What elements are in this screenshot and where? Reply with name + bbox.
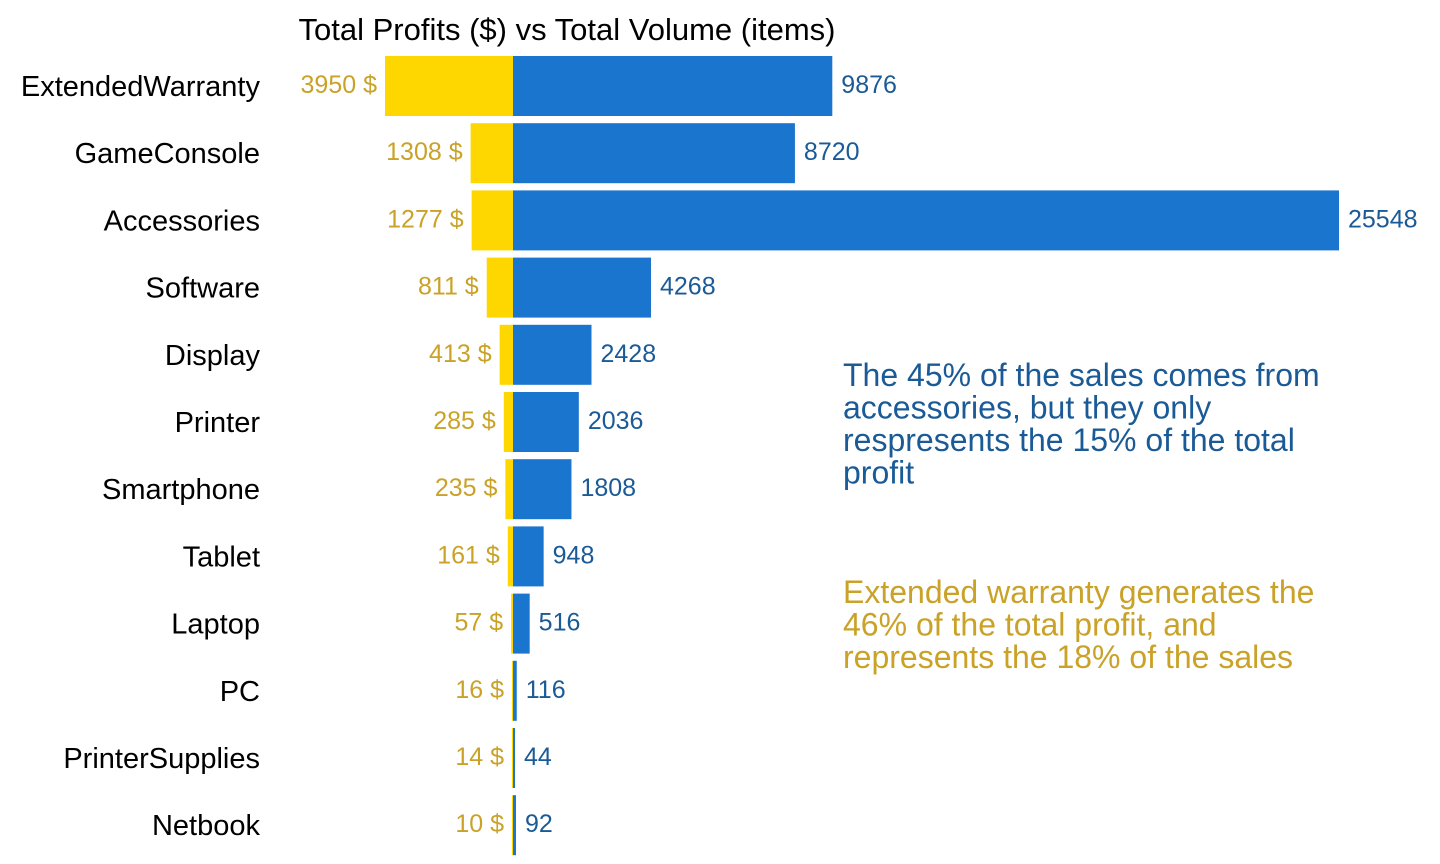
profit-value-laptop: 57 $ (454, 609, 503, 637)
volume-value-printer: 2036 (588, 407, 644, 435)
profit-value-extended-warranty: 3950 $ (301, 71, 378, 99)
profit-value-printer-supplies: 14 $ (455, 743, 504, 771)
profit-bar-software (486, 257, 513, 318)
profit-bar-accessories (471, 190, 513, 251)
category-label-software: Software (146, 273, 260, 305)
profit-value-printer: 285 $ (433, 407, 496, 435)
profit-value-display: 413 $ (429, 340, 492, 368)
annotation-2: Extended warranty generates the 46% of th… (843, 574, 1314, 675)
volume-bar-tablet (513, 526, 544, 587)
labels-group: ExtendedWarranty 3950 $ 9876 GameConsole 130… (21, 71, 1418, 842)
volume-bar-display (513, 324, 592, 385)
volume-bar-pc (513, 660, 517, 721)
volume-value-netbook: 92 (525, 810, 553, 838)
profit-value-game-console: 1308 $ (386, 138, 463, 166)
annotation-2-line: represents the 18% of the sales (843, 639, 1293, 675)
volume-value-accessories: 25548 (1348, 205, 1418, 233)
volume-bar-extended-warranty (513, 56, 833, 116)
volume-bar-printer (513, 392, 579, 452)
profit-bar-extended-warranty (385, 56, 513, 116)
chart-title: Total Profits ($) vs Total Volume (items… (299, 12, 836, 47)
category-label-display: Display (165, 340, 261, 372)
category-label-laptop: Laptop (171, 609, 260, 641)
volume-bar-netbook (513, 795, 516, 856)
volume-value-pc: 116 (526, 676, 566, 704)
volume-bar-software (513, 257, 651, 318)
volume-bar-printer-supplies (513, 728, 515, 788)
annotation-1-line: profit (843, 455, 914, 491)
profit-bar-laptop (511, 593, 513, 654)
category-label-game-console: GameConsole (75, 138, 260, 170)
category-label-tablet: Tablet (183, 541, 260, 573)
annotation-1-line: accessories, but they only (843, 390, 1211, 426)
profit-bar-printer-supplies (512, 728, 513, 788)
profit-bar-netbook (512, 795, 513, 856)
category-label-pc: PC (220, 676, 260, 708)
volume-bar-laptop (513, 593, 530, 654)
category-label-printer-supplies: PrinterSupplies (63, 743, 260, 775)
profit-bar-printer (503, 392, 513, 452)
profit-bar-smartphone (505, 459, 513, 520)
annotation-2-line: 46% of the total profit, and (843, 607, 1217, 643)
profit-bar-tablet (507, 526, 513, 587)
volume-value-laptop: 516 (539, 609, 581, 637)
profit-value-pc: 16 $ (455, 676, 504, 704)
category-label-netbook: Netbook (152, 810, 261, 842)
annotation-1-line: The 45% of the sales comes from (843, 357, 1320, 393)
category-label-extended-warranty: ExtendedWarranty (21, 71, 261, 103)
volume-bar-game-console (513, 123, 795, 184)
profit-value-netbook: 10 $ (455, 810, 504, 838)
volume-value-smartphone: 1808 (580, 474, 636, 502)
bars-group (385, 56, 1339, 856)
volume-value-software: 4268 (660, 273, 716, 301)
category-label-accessories: Accessories (104, 205, 260, 237)
profit-value-accessories: 1277 $ (387, 205, 464, 233)
volume-bar-smartphone (513, 459, 572, 520)
volume-value-game-console: 8720 (804, 138, 860, 166)
volume-value-printer-supplies: 44 (524, 743, 552, 771)
annotation-1: The 45% of the sales comes from accessori… (843, 357, 1320, 491)
volume-bar-accessories (513, 190, 1339, 251)
category-label-printer: Printer (175, 407, 261, 439)
profit-value-smartphone: 235 $ (435, 474, 498, 502)
profit-bar-game-console (470, 123, 513, 184)
annotations-group: The 45% of the sales comes from accessori… (843, 357, 1320, 675)
volume-value-extended-warranty: 9876 (841, 71, 897, 99)
profit-value-software: 811 $ (418, 273, 479, 301)
annotation-1-line: respresents the 15% of the total (843, 422, 1295, 458)
annotation-2-line: Extended warranty generates the (843, 574, 1314, 610)
volume-value-tablet: 948 (553, 541, 595, 569)
profit-bar-display (499, 324, 513, 385)
volume-value-display: 2428 (601, 340, 657, 368)
category-label-smartphone: Smartphone (102, 474, 260, 506)
profit-bar-pc (512, 660, 513, 721)
profit-value-tablet: 161 $ (437, 541, 500, 569)
